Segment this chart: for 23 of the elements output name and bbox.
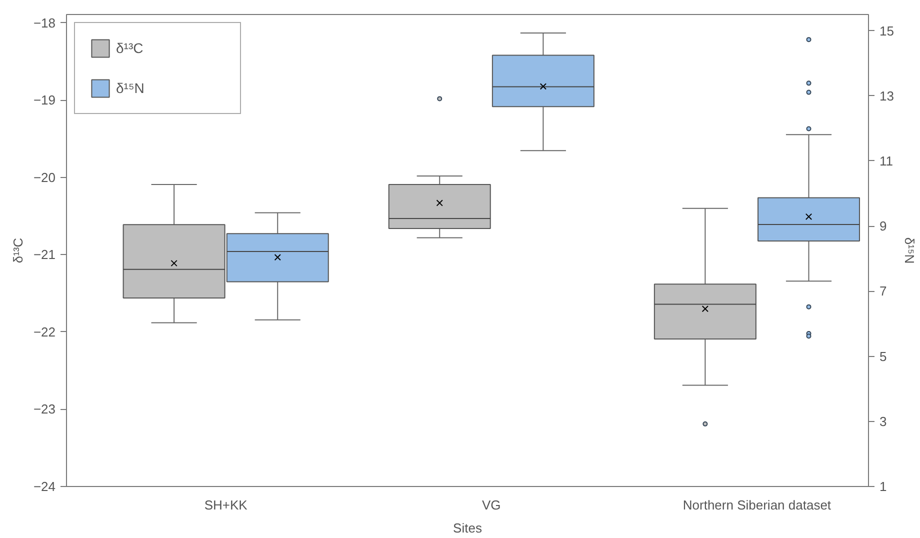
- x-tick-label: Northern Siberian dataset: [682, 498, 832, 512]
- y2-axis-title: δ¹⁵N: [902, 237, 917, 264]
- legend-label: δ¹⁵N: [116, 80, 146, 96]
- y-tick-label: −18: [33, 16, 56, 30]
- legend-label: δ¹³C: [116, 40, 144, 56]
- x-tick-label: SH+KK: [204, 498, 248, 512]
- y2-tick-label: 15: [880, 23, 894, 38]
- y-tick-label: −19: [33, 92, 56, 108]
- y2-tick-label: 1: [880, 479, 887, 494]
- y-tick-label: −23: [33, 402, 56, 417]
- y-tick-label: −21: [33, 247, 56, 262]
- y-tick-label: −20: [33, 170, 56, 185]
- y2-tick-label: 3: [880, 414, 887, 429]
- y2-tick-label: 5: [880, 348, 887, 364]
- y-tick-label: −24: [33, 479, 56, 494]
- y2-tick-label: 11: [880, 153, 893, 168]
- y-tick-label: −22: [33, 324, 56, 340]
- x-tick-label: VG: [482, 498, 501, 512]
- x-axis-title: Sites: [453, 520, 482, 536]
- y2-tick-label: 7: [880, 284, 887, 299]
- y2-tick-label: 9: [880, 218, 887, 234]
- y-axis-title: δ¹³C: [10, 238, 26, 264]
- y2-tick-label: 13: [880, 88, 894, 104]
